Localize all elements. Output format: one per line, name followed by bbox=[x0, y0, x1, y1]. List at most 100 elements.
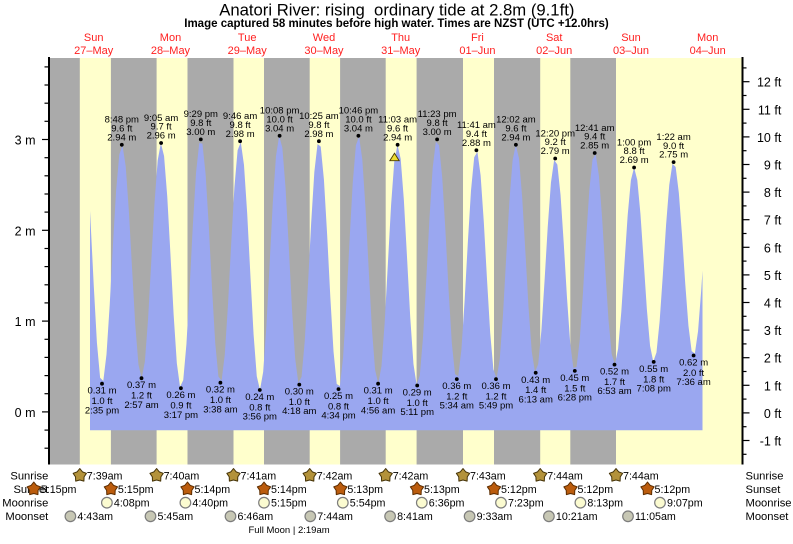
svg-text:3:56 pm: 3:56 pm bbox=[243, 412, 277, 423]
svg-text:7:39am: 7:39am bbox=[87, 470, 123, 482]
svg-text:5:49 pm: 5:49 pm bbox=[479, 401, 513, 412]
svg-text:0.8 ft: 0.8 ft bbox=[249, 402, 270, 413]
svg-text:0.30 m: 0.30 m bbox=[285, 387, 314, 398]
svg-text:0.43 m: 0.43 m bbox=[521, 375, 550, 386]
svg-text:0 m: 0 m bbox=[15, 406, 36, 420]
svg-text:Sun: Sun bbox=[84, 32, 104, 44]
svg-text:11:03 am: 11:03 am bbox=[378, 115, 417, 126]
svg-text:9.6 ft: 9.6 ft bbox=[111, 124, 132, 135]
svg-text:6:36pm: 6:36pm bbox=[429, 498, 465, 510]
svg-text:1 ft: 1 ft bbox=[764, 379, 782, 393]
svg-text:7:36 am: 7:36 am bbox=[676, 377, 710, 388]
svg-text:10:08 pm: 10:08 pm bbox=[260, 106, 300, 117]
svg-text:0.62 m: 0.62 m bbox=[679, 358, 708, 369]
svg-text:10.0 ft: 10.0 ft bbox=[266, 115, 293, 126]
svg-text:04–Jun: 04–Jun bbox=[690, 45, 726, 57]
svg-text:Sunset: Sunset bbox=[746, 484, 782, 496]
svg-text:2.94 m: 2.94 m bbox=[501, 132, 530, 143]
svg-text:11:41 am: 11:41 am bbox=[457, 120, 496, 131]
svg-text:9.4 ft: 9.4 ft bbox=[584, 132, 605, 143]
svg-text:2.79 m: 2.79 m bbox=[541, 146, 570, 157]
svg-text:5:14pm: 5:14pm bbox=[195, 484, 231, 496]
svg-text:6:28 pm: 6:28 pm bbox=[558, 393, 592, 404]
svg-text:9:05 am: 9:05 am bbox=[144, 113, 178, 124]
svg-text:7:08 pm: 7:08 pm bbox=[637, 384, 671, 395]
svg-text:5:54pm: 5:54pm bbox=[350, 498, 386, 510]
svg-text:1.0 ft: 1.0 ft bbox=[407, 398, 428, 409]
svg-text:Anatori River: rising ordinar: Anatori River: rising ordinary tide at 2… bbox=[219, 1, 574, 20]
svg-text:9.6 ft: 9.6 ft bbox=[505, 124, 526, 135]
svg-text:6 ft: 6 ft bbox=[764, 241, 782, 255]
svg-text:3 ft: 3 ft bbox=[764, 324, 782, 338]
svg-text:2.98 m: 2.98 m bbox=[226, 129, 255, 140]
svg-text:Sunrise: Sunrise bbox=[746, 470, 784, 482]
svg-text:27–May: 27–May bbox=[74, 45, 114, 57]
svg-text:1.7 ft: 1.7 ft bbox=[604, 377, 625, 388]
svg-text:3.04 m: 3.04 m bbox=[344, 123, 373, 134]
svg-text:3:38 am: 3:38 am bbox=[203, 404, 237, 415]
svg-text:Wed: Wed bbox=[313, 32, 335, 44]
svg-text:2.94 m: 2.94 m bbox=[107, 132, 136, 143]
svg-text:9:29 pm: 9:29 pm bbox=[184, 109, 218, 120]
svg-text:5:11 pm: 5:11 pm bbox=[400, 407, 434, 418]
svg-text:3.00 m: 3.00 m bbox=[186, 127, 215, 138]
svg-text:7:40am: 7:40am bbox=[164, 470, 200, 482]
svg-text:0.37 m: 0.37 m bbox=[127, 380, 156, 391]
svg-text:9.7 ft: 9.7 ft bbox=[151, 122, 172, 133]
svg-text:9:46 am: 9:46 am bbox=[223, 111, 257, 122]
svg-text:0.26 m: 0.26 m bbox=[166, 390, 195, 401]
svg-text:5:13pm: 5:13pm bbox=[347, 484, 383, 496]
svg-text:3.00 m: 3.00 m bbox=[423, 127, 452, 138]
svg-text:9.2 ft: 9.2 ft bbox=[545, 137, 566, 148]
svg-text:Image captured 58 minutes befo: Image captured 58 minutes before high wa… bbox=[184, 18, 609, 30]
svg-text:9:07pm: 9:07pm bbox=[667, 498, 703, 510]
svg-text:01–Jun: 01–Jun bbox=[459, 45, 495, 57]
svg-text:Moonset: Moonset bbox=[746, 511, 790, 523]
svg-text:2:35 pm: 2:35 pm bbox=[85, 405, 119, 416]
svg-text:5:45am: 5:45am bbox=[158, 511, 194, 523]
svg-text:4:34 pm: 4:34 pm bbox=[321, 411, 355, 422]
svg-text:5:12pm: 5:12pm bbox=[655, 484, 691, 496]
svg-text:8 ft: 8 ft bbox=[764, 186, 782, 200]
svg-text:10.0 ft: 10.0 ft bbox=[345, 115, 372, 126]
svg-text:2 m: 2 m bbox=[15, 224, 36, 238]
svg-text:7:41am: 7:41am bbox=[241, 470, 277, 482]
svg-text:29–May: 29–May bbox=[228, 45, 268, 57]
svg-text:Sun: Sun bbox=[621, 32, 641, 44]
svg-text:5:34 am: 5:34 am bbox=[440, 401, 474, 412]
svg-text:0.25 m: 0.25 m bbox=[324, 391, 353, 402]
svg-text:3:17 pm: 3:17 pm bbox=[164, 410, 198, 421]
svg-text:2.85 m: 2.85 m bbox=[580, 141, 609, 152]
svg-text:1.8 ft: 1.8 ft bbox=[643, 374, 664, 385]
svg-text:0.29 m: 0.29 m bbox=[403, 388, 432, 399]
svg-text:4:40pm: 4:40pm bbox=[192, 498, 228, 510]
svg-text:4:18 am: 4:18 am bbox=[282, 406, 316, 417]
svg-text:5:15pm: 5:15pm bbox=[271, 498, 307, 510]
svg-text:1.2 ft: 1.2 ft bbox=[446, 392, 467, 403]
svg-text:9.6 ft: 9.6 ft bbox=[387, 124, 408, 135]
svg-text:1:22 am: 1:22 am bbox=[656, 132, 690, 143]
svg-text:9.0 ft: 9.0 ft bbox=[663, 141, 684, 152]
svg-text:2.96 m: 2.96 m bbox=[147, 131, 176, 142]
svg-text:9.8 ft: 9.8 ft bbox=[230, 120, 251, 131]
svg-text:0.55 m: 0.55 m bbox=[639, 364, 668, 375]
svg-text:10:46 pm: 10:46 pm bbox=[339, 106, 379, 117]
svg-text:2:57 am: 2:57 am bbox=[124, 400, 158, 411]
svg-text:7:43am: 7:43am bbox=[470, 470, 506, 482]
svg-text:0 ft: 0 ft bbox=[764, 407, 782, 421]
svg-text:Tue: Tue bbox=[238, 32, 257, 44]
svg-text:0.45 m: 0.45 m bbox=[560, 373, 589, 384]
svg-text:1.5 ft: 1.5 ft bbox=[564, 383, 585, 394]
svg-text:11:23 pm: 11:23 pm bbox=[418, 109, 457, 120]
svg-text:0.32 m: 0.32 m bbox=[206, 385, 235, 396]
svg-text:2.94 m: 2.94 m bbox=[383, 132, 412, 143]
svg-text:7:44am: 7:44am bbox=[317, 511, 353, 523]
svg-text:1.0 ft: 1.0 ft bbox=[91, 396, 112, 407]
svg-text:Moonrise: Moonrise bbox=[746, 498, 792, 510]
svg-text:3 m: 3 m bbox=[15, 134, 36, 148]
svg-text:Moonrise: Moonrise bbox=[2, 498, 48, 510]
svg-text:28–May: 28–May bbox=[151, 45, 191, 57]
svg-text:1.0 ft: 1.0 ft bbox=[210, 395, 231, 406]
svg-text:10:21am: 10:21am bbox=[556, 511, 598, 523]
svg-text:Thu: Thu bbox=[391, 32, 410, 44]
